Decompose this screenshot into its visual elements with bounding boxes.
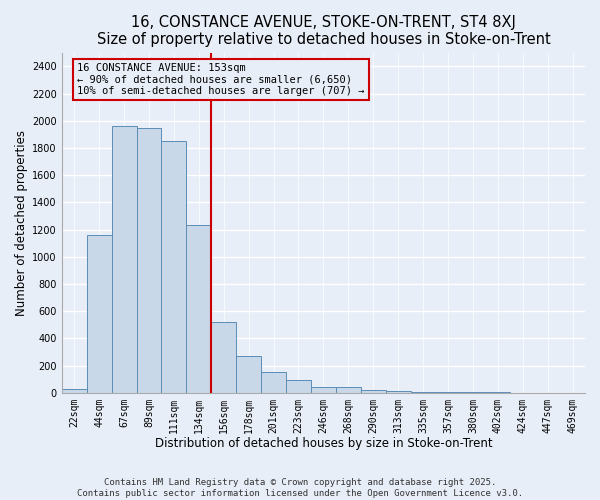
Bar — [311, 386, 336, 392]
Title: 16, CONSTANCE AVENUE, STOKE-ON-TRENT, ST4 8XJ
Size of property relative to detac: 16, CONSTANCE AVENUE, STOKE-ON-TRENT, ST… — [97, 15, 550, 48]
Text: Contains HM Land Registry data © Crown copyright and database right 2025.
Contai: Contains HM Land Registry data © Crown c… — [77, 478, 523, 498]
Bar — [137, 128, 161, 392]
Bar — [261, 372, 286, 392]
Bar — [62, 390, 86, 392]
X-axis label: Distribution of detached houses by size in Stoke-on-Trent: Distribution of detached houses by size … — [155, 437, 492, 450]
Bar — [236, 356, 261, 393]
Bar — [161, 141, 187, 393]
Bar — [86, 235, 112, 392]
Bar — [361, 390, 386, 392]
Bar — [187, 226, 211, 392]
Text: 16 CONSTANCE AVENUE: 153sqm
← 90% of detached houses are smaller (6,650)
10% of : 16 CONSTANCE AVENUE: 153sqm ← 90% of det… — [77, 63, 365, 96]
Bar — [112, 126, 137, 392]
Bar — [286, 380, 311, 392]
Bar — [211, 322, 236, 392]
Bar — [336, 388, 361, 392]
Y-axis label: Number of detached properties: Number of detached properties — [15, 130, 28, 316]
